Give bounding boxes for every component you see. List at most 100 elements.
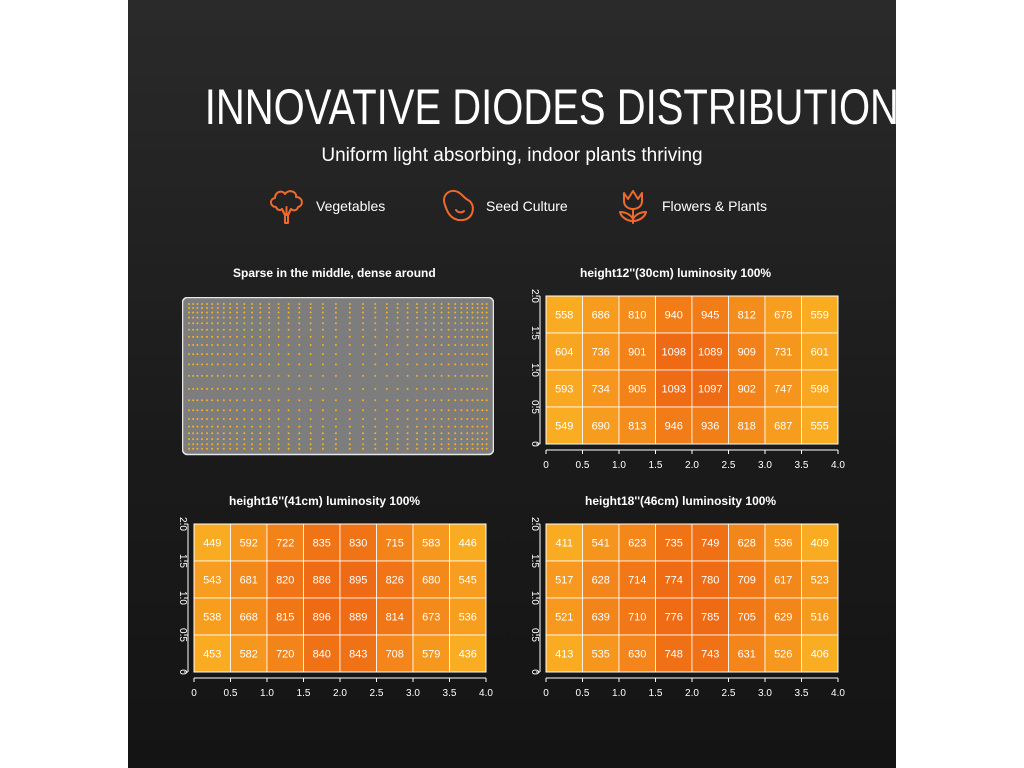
diode-dot [277,374,280,377]
diode-dot [481,374,484,377]
diode-dot [374,353,377,356]
diode-dot [466,432,469,435]
diode-dot [268,353,271,356]
diode-dot [454,418,457,420]
diode-dot [424,311,427,314]
diode-dot [447,307,450,309]
diode-dot [362,432,364,435]
diode-dot [196,328,199,331]
cell-value-label: 896 [313,612,331,624]
diode-dot [192,432,195,435]
diode-dot [211,447,214,450]
diode-dot [385,328,388,331]
diode-dot [236,432,238,435]
diode-dot [416,432,418,435]
diode-dot [460,374,463,377]
diode-dot [201,447,203,450]
diode-dot [362,399,364,402]
diode-dot [236,322,238,325]
diode-dot [298,399,301,402]
diode-dot [374,447,377,450]
diode-dot [229,374,232,377]
x-tick-label: 3.0 [758,688,772,699]
diode-dot [201,307,203,309]
heatmap-cell [618,406,656,445]
cell-value-label: 813 [628,421,646,433]
diode-dot [298,425,301,428]
diode-dot [196,374,199,377]
diode-dot [396,307,399,309]
x-tick-label: 0.5 [576,688,590,699]
diode-dot [298,438,301,441]
diode-dot [287,307,290,309]
y-tick-label: 1.5 [529,554,540,568]
diode-dot [385,311,388,314]
heatmap-cell [801,560,839,599]
y-tick-label: 0.5 [177,628,188,642]
diode-dot [211,438,214,441]
diode-dot [385,374,388,377]
diode-dot [362,311,364,314]
diode-dot [396,344,399,346]
diode-dot [211,409,214,412]
diode-dot [309,409,312,412]
diode-dot [196,316,199,319]
diode-dot [424,409,427,412]
diode-dot [277,387,280,390]
x-tick-label: 2.5 [370,688,384,699]
cell-value-label: 536 [774,538,792,550]
heatmap-cell [618,295,656,334]
heatmap-cell [230,634,268,673]
diode-dot [424,316,427,319]
cell-value-label: 543 [203,575,221,587]
diode-dot [424,418,427,420]
diode-dot [211,303,214,305]
diode-dot [188,363,190,366]
x-tick-label: 1.0 [612,460,626,471]
diode-dot [229,425,232,428]
diode-dot [192,409,195,412]
diode-dot [334,438,337,441]
diode-dot [277,443,280,446]
cell-value-label: 714 [628,575,646,587]
diode-dot [485,432,488,435]
diode-dot [243,307,246,309]
diode-dot [321,432,324,435]
diode-dot [416,316,418,319]
x-tick-label: 2.5 [722,688,736,699]
heatmap-cell [545,369,583,408]
diode-dot [460,363,463,366]
cell-value-label: 555 [811,421,829,433]
diode-dot [251,316,254,319]
diode-dot [476,344,479,346]
diode-dot [466,353,469,356]
diode-dot [309,447,312,450]
diode-dot [471,322,474,325]
diode-dot [348,399,351,402]
diode-dot [309,399,312,402]
diode-dot [454,335,457,338]
feature-label: Seed Culture [486,198,568,214]
diode-dot [236,438,238,441]
diode-dot [222,374,225,377]
broccoli-icon [270,190,303,224]
x-tick-label: 2.0 [333,688,347,699]
diode-dot [374,322,377,325]
diode-dot [348,344,351,346]
diode-dot [460,443,463,446]
diode-dot [481,447,484,450]
diode-dot [454,344,457,346]
x-tick-label: 3.5 [795,688,809,699]
diode-dot [471,344,474,346]
diode-dot [188,387,190,390]
diode-dot [432,374,435,377]
diode-dot [236,303,238,305]
diode-dot [396,425,399,428]
diode-dot [485,328,488,331]
diode-dot [309,443,312,446]
diode-dot [251,447,254,450]
diode-dot [196,438,199,441]
diode-dot [460,322,463,325]
heatmap-cell [691,523,729,562]
diode-dot [268,387,271,390]
